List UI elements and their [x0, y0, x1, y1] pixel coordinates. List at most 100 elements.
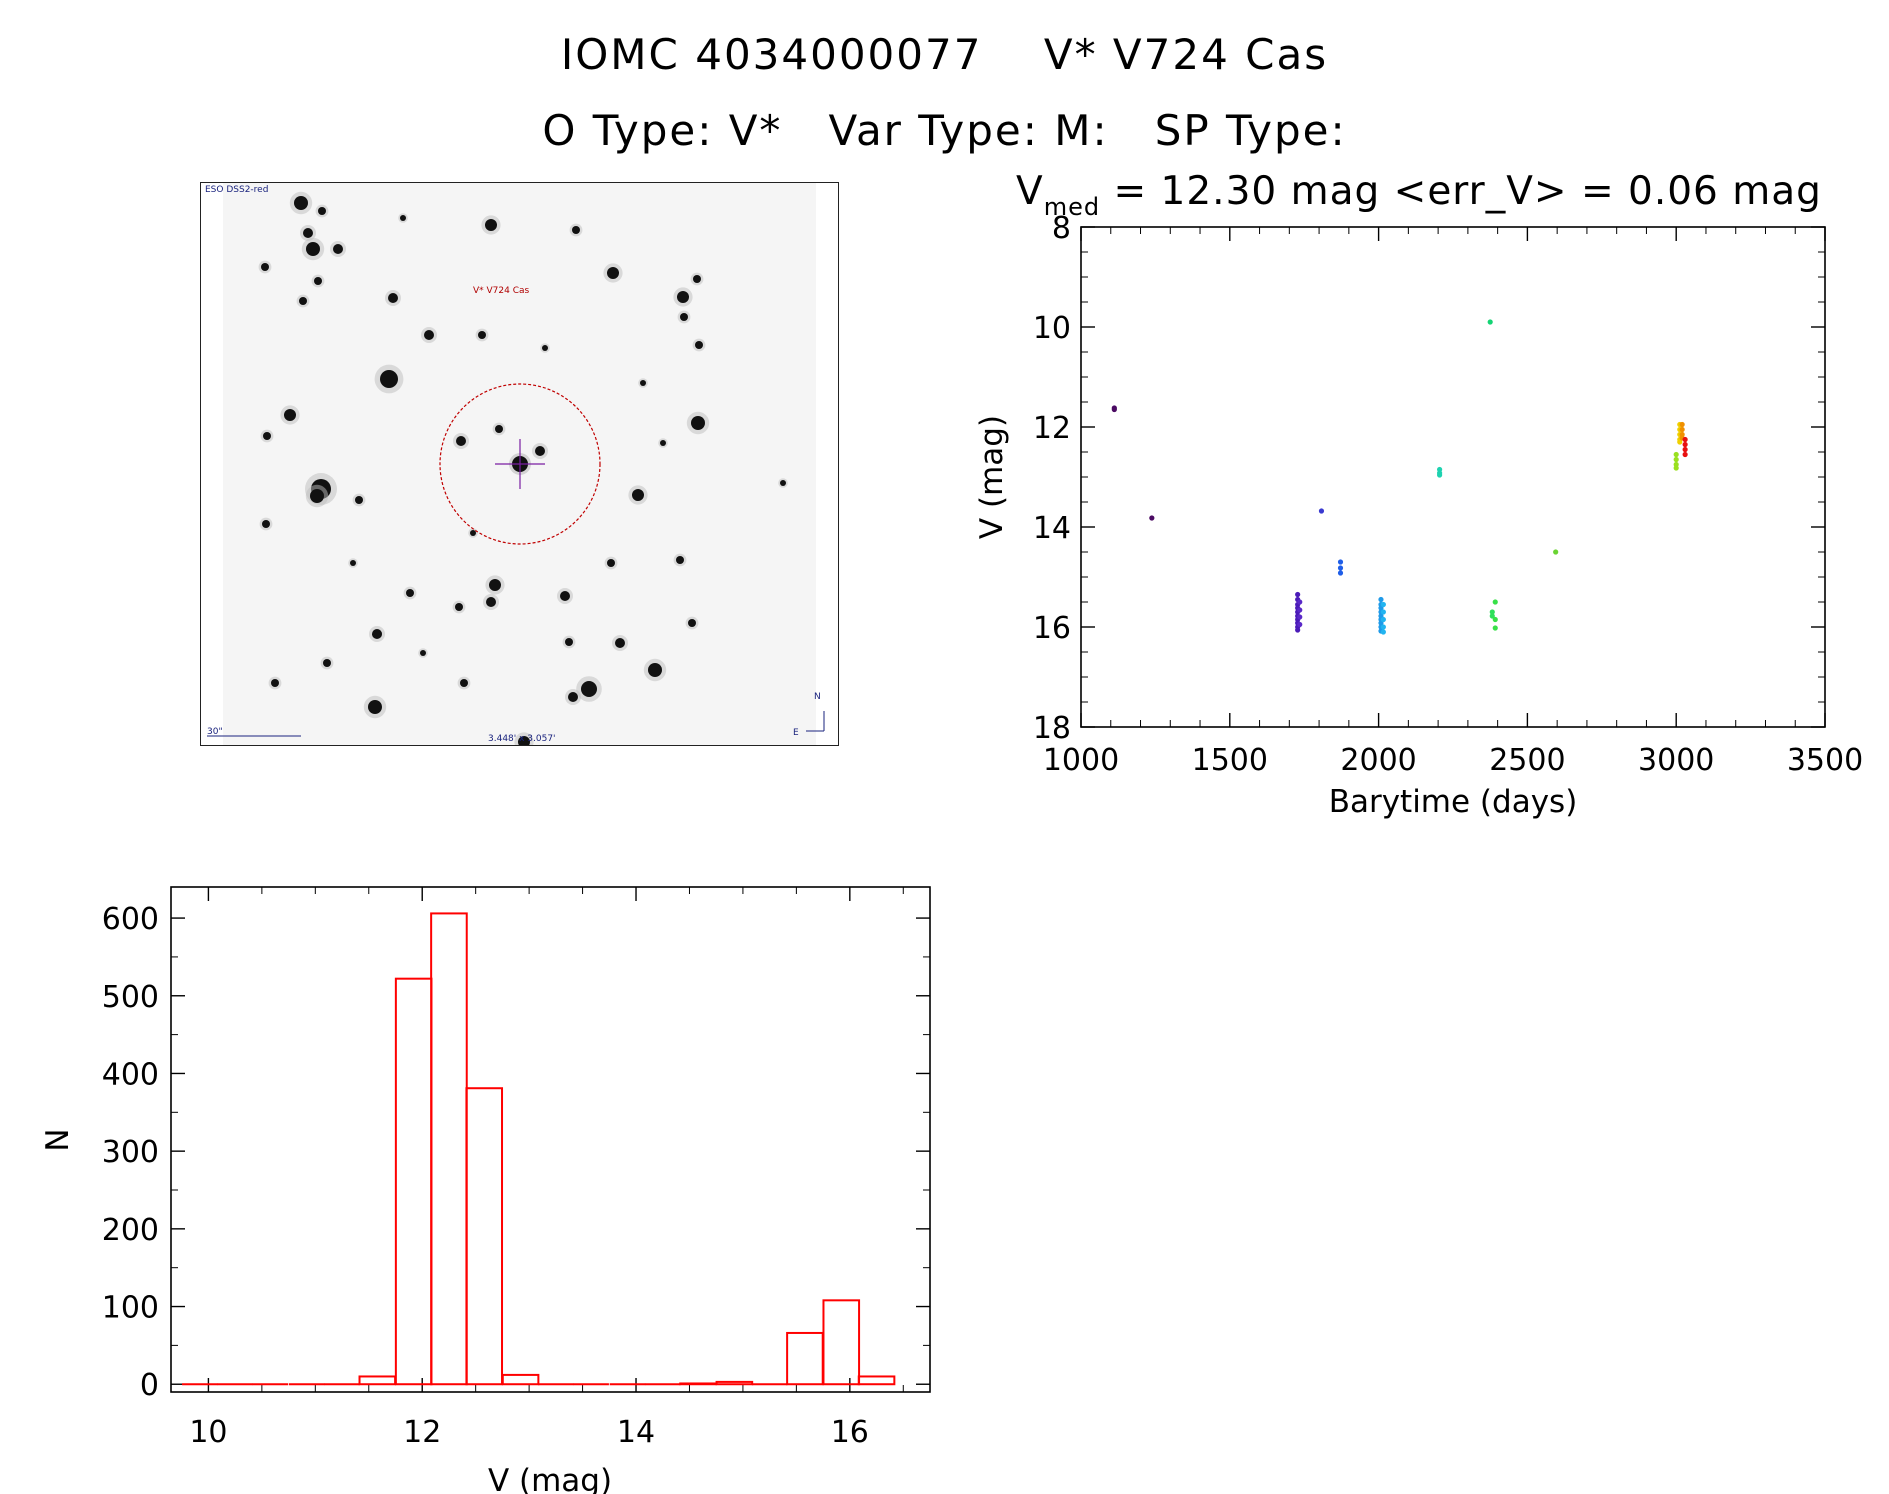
sky-star-core: [485, 219, 497, 231]
data-point: [1673, 465, 1679, 471]
histogram-bar: [857, 1375, 896, 1386]
target-label: V* V724 Cas: [473, 286, 530, 296]
light-curve-axes-frame: [1080, 226, 1826, 728]
data-point: [1679, 426, 1685, 433]
sky-star-core: [691, 416, 705, 430]
y-tick-label: 10: [1033, 311, 1071, 346]
data-point: [1492, 599, 1498, 605]
y-tick-label: 0: [140, 1368, 159, 1403]
data-point: [1318, 508, 1325, 514]
x-tick-label: 3000: [1638, 743, 1714, 778]
x-tick-label: 10: [189, 1415, 227, 1450]
data-point: [1295, 627, 1301, 633]
sky-star-core: [368, 700, 382, 714]
sky-star-core: [323, 659, 331, 667]
histogram-bar: [679, 1382, 717, 1386]
y-tick-label: 14: [1033, 511, 1071, 546]
data-point: [1682, 451, 1688, 458]
light-curve-subtitle: Vmed = 12.30 mag <err_V> = 0.06 mag: [1016, 169, 1822, 221]
data-point: [1673, 451, 1679, 458]
sky-star-core: [424, 330, 434, 340]
histogram-bar: [501, 1373, 540, 1386]
data-point: [1149, 515, 1155, 521]
sky-star-core: [460, 679, 468, 687]
sky-star-core: [680, 313, 688, 321]
sky-star-field: [258, 191, 788, 745]
data-point: [1297, 599, 1303, 605]
sky-star-core: [420, 650, 426, 656]
sky-star-core: [676, 556, 684, 564]
data-point: [1492, 625, 1498, 631]
sky-star-core: [780, 480, 786, 486]
y-tick-label: 600: [102, 902, 159, 937]
target-circle: [439, 383, 601, 545]
sky-star-core: [478, 331, 486, 339]
histogram-y-label: N: [40, 1128, 76, 1151]
scale-label: 30": [207, 727, 223, 737]
sky-star-core: [660, 440, 666, 446]
sky-star-core: [568, 692, 578, 702]
data-point: [1297, 621, 1303, 628]
sky-star-core: [640, 380, 646, 386]
data-point: [1682, 436, 1688, 443]
data-point: [1380, 616, 1386, 623]
x-tick-label: 3500: [1787, 743, 1863, 778]
sky-star-core: [306, 242, 320, 256]
chart-subtitle: O Type: V* Var Type: M: SP Type:: [542, 106, 1347, 155]
y-tick-label: 16: [1033, 611, 1071, 646]
y-tick-label: 400: [102, 1057, 159, 1092]
x-tick-label: 1500: [1192, 743, 1268, 778]
sky-star-core: [693, 275, 701, 283]
y-tick-label: 12: [1033, 411, 1071, 446]
x-tick-label: 1000: [1043, 743, 1119, 778]
data-point: [1380, 624, 1386, 630]
sky-star-core: [294, 196, 308, 210]
sky-star-core: [518, 736, 530, 745]
chart-title: IOMC 4034000077 V* V724 Cas: [560, 30, 1329, 79]
data-point: [1489, 609, 1495, 615]
light-curve-y-label: V (mag): [974, 415, 1010, 539]
sky-star-core: [299, 297, 307, 305]
sky-star-core: [695, 341, 703, 349]
histogram-chart: 10 12 14 16 0 100 200 300 400 500 600 V (mag) N: [40, 886, 931, 1494]
data-point: [1677, 439, 1683, 445]
histogram-axes-frame: [170, 886, 931, 1393]
sky-star-core: [355, 496, 363, 504]
sky-star-core: [565, 638, 573, 646]
x-tick-label: 14: [617, 1415, 655, 1450]
histogram-bar: [822, 1299, 861, 1386]
y-tick-label: 18: [1033, 711, 1071, 746]
sky-star-core: [560, 591, 570, 601]
y-tick-label: 500: [102, 980, 159, 1015]
sky-star-core: [263, 432, 271, 440]
y-tick-label: 100: [102, 1291, 159, 1326]
data-point: [1380, 629, 1386, 635]
sky-star-core: [572, 226, 580, 234]
sky-star-core: [400, 215, 406, 221]
data-point: [1337, 570, 1344, 576]
y-tick-label: 8: [1052, 211, 1071, 246]
data-point: [1380, 601, 1386, 608]
sky-star-core: [314, 277, 322, 285]
light-curve-x-label: Barytime (days): [1329, 784, 1578, 820]
data-point: [1673, 456, 1679, 463]
y-tick-label: 200: [102, 1213, 159, 1248]
sky-star-core: [489, 579, 501, 591]
data-point: [1297, 607, 1303, 613]
data-point: [1378, 596, 1384, 603]
histogram-bar: [715, 1380, 754, 1386]
data-point: [1489, 613, 1495, 619]
data-point: [1297, 614, 1303, 620]
x-tick-label: 16: [831, 1415, 869, 1450]
sky-star-core: [380, 370, 398, 388]
sky-star-core: [271, 679, 279, 687]
sky-star-core: [261, 263, 269, 271]
compass-north-label: N: [814, 692, 821, 702]
data-point: [1380, 609, 1386, 615]
light-curve-chart: Vmed = 12.30 mag <err_V> = 0.06 mag 1000…: [974, 169, 1863, 820]
x-tick-label: 12: [403, 1415, 441, 1450]
x-tick-label: 2000: [1340, 743, 1416, 778]
data-point: [1111, 406, 1117, 413]
sky-star-core: [581, 681, 597, 697]
sky-star-core: [262, 520, 270, 528]
